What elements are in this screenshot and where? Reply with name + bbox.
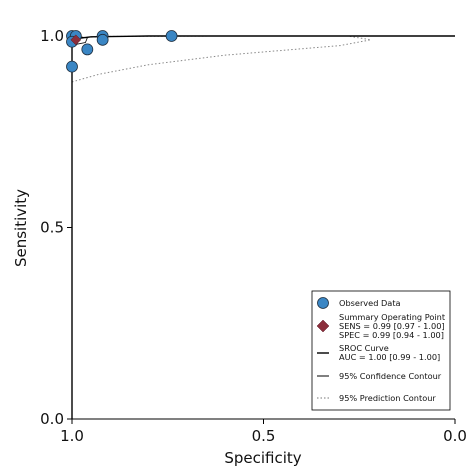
observed-data-point <box>81 43 94 56</box>
prediction-contour <box>71 35 371 83</box>
y-tick-label: 0.0 <box>40 410 64 428</box>
legend-box <box>311 290 451 411</box>
x-tick-label: 1.0 <box>60 427 84 445</box>
legend-prediction-label: 95% Prediction Contour <box>339 393 436 403</box>
ticks-layer: 1.0 0.5 0.0 0.0 0.5 1.0 <box>40 27 467 445</box>
y-tick-label: 1.0 <box>40 27 64 45</box>
points-layer <box>66 30 178 73</box>
summary-operating-point <box>70 34 82 46</box>
legend-summary-sens: SENS = 0.99 [0.97 - 1.00] <box>339 321 445 331</box>
observed-data-point <box>66 60 78 73</box>
observed-data-point <box>165 30 178 42</box>
legend-sroc-auc: AUC = 1.00 [0.99 - 1.00] <box>339 352 440 362</box>
x-axis-title: Specificity <box>224 449 301 467</box>
y-tick-label: 0.5 <box>40 219 64 237</box>
observed-data-point <box>96 33 109 46</box>
legend-summary-title: Summary Operating Point <box>339 312 446 322</box>
legend-summary-spec: SPEC = 0.99 [0.94 - 1.00] <box>339 330 444 340</box>
x-tick-label: 0.5 <box>252 427 276 445</box>
y-axis-title: Sensitivity <box>12 189 30 267</box>
legend-summary-marker <box>316 319 330 333</box>
legend-confidence-label: 95% Confidence Contour <box>339 371 442 381</box>
legend-sroc-title: SROC Curve <box>339 343 389 353</box>
legend-observed-marker <box>317 297 329 309</box>
x-tick-label: 0.0 <box>443 427 467 445</box>
legend-observed-label: Observed Data <box>339 298 401 308</box>
legend: Observed Data Summary Operating Point SE… <box>311 290 451 411</box>
